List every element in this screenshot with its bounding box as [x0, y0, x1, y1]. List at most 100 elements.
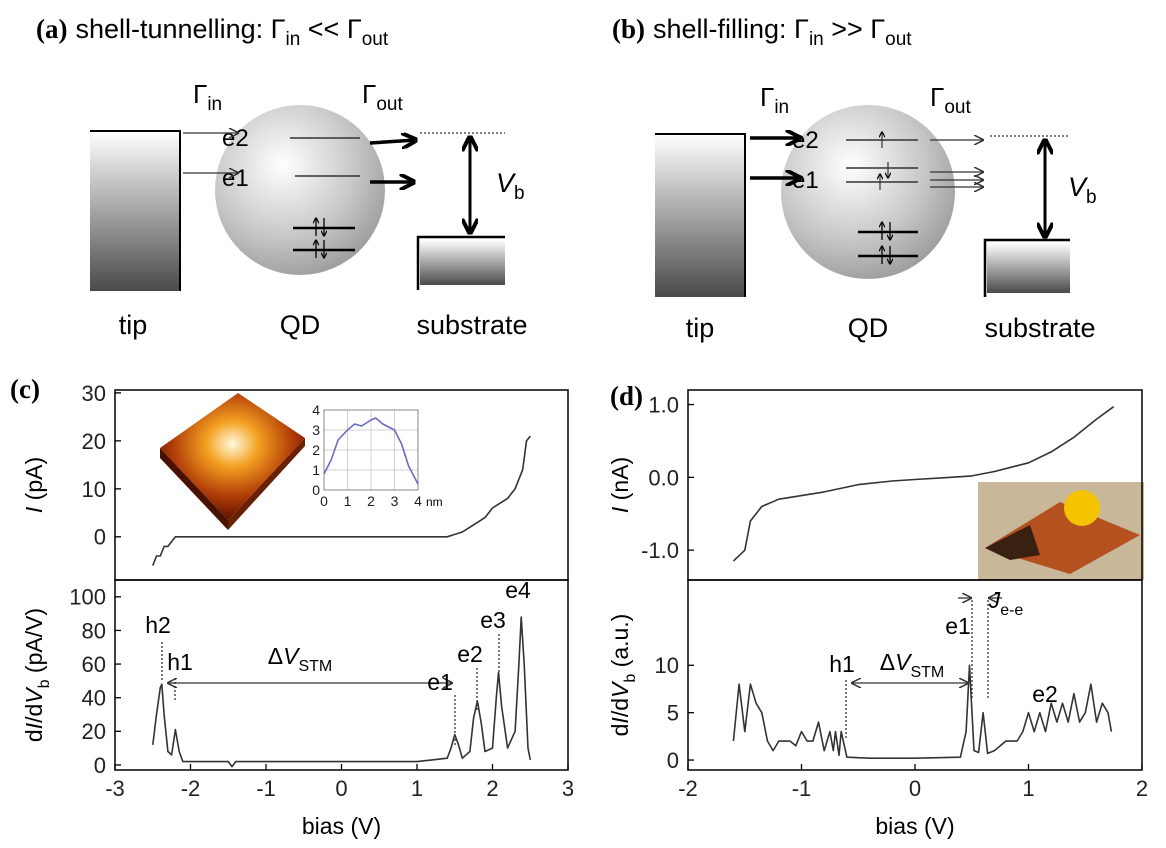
text-part: STM — [298, 658, 332, 675]
y-tick-label: 10 — [82, 477, 106, 502]
substrate — [420, 240, 505, 285]
spins — [882, 222, 890, 264]
y-tick-label: 0 — [312, 482, 320, 498]
annotation: e4 — [505, 577, 531, 603]
y-tick-label: 3 — [312, 422, 320, 438]
y-tick-label: 60 — [82, 652, 106, 677]
arrow — [369, 140, 416, 143]
y-tick-label: 0.0 — [648, 465, 679, 490]
y-tick-label: 0 — [667, 748, 679, 773]
text-part: in — [285, 29, 300, 50]
annotation: h1 — [829, 651, 855, 677]
text-part: b — [1086, 187, 1097, 208]
text-part: (pA) — [21, 457, 47, 507]
substrate-label: substrate — [984, 313, 1095, 343]
spins — [880, 132, 888, 190]
x-tick-label: 2 — [1136, 776, 1148, 801]
x-axis-label: bias (V) — [875, 813, 954, 839]
tip — [90, 131, 180, 291]
panel-label: (a) — [36, 14, 67, 44]
text-part: h1 — [167, 649, 193, 675]
y-axis-label: dI/dVb (pA/V) — [21, 608, 53, 742]
gamma-in: Γin — [193, 79, 222, 115]
text-part: shell-filling: Γ — [653, 14, 809, 44]
gamma-out: Γout — [362, 79, 403, 115]
x-tick-label: -2 — [678, 776, 698, 801]
y-tick-label: 0 — [94, 525, 106, 550]
y-tick-label: 40 — [82, 686, 106, 711]
x-tick-label: 2 — [486, 776, 498, 801]
y-tick-label: 100 — [69, 585, 106, 610]
topo-side — [228, 438, 305, 530]
x-tick-label: 1 — [344, 493, 352, 509]
text-part: V — [496, 168, 517, 198]
panel-label: (c) — [10, 374, 40, 404]
quantum-dot — [781, 105, 955, 279]
annotation: ΔVSTM — [880, 649, 945, 681]
substrate-edge — [416, 235, 505, 290]
y-axis-label: dI/dVb (a.u.) — [607, 614, 639, 737]
text-part: b — [514, 183, 525, 204]
y-tick-label: 1 — [312, 462, 320, 478]
level-label: e1 — [222, 165, 249, 192]
topo-surface — [160, 393, 305, 520]
text-part: Γ — [193, 79, 207, 109]
text-part: h2 — [145, 612, 171, 638]
y-tick-label: 0 — [94, 753, 106, 778]
text-part: e1 — [945, 613, 971, 639]
substrate-edge — [983, 238, 1070, 297]
annotation: e2 — [1032, 681, 1058, 707]
text-part: Γ — [760, 82, 774, 112]
text-part: << Γ — [300, 14, 362, 44]
x-unit: nm — [426, 495, 443, 509]
text-part: I — [21, 722, 47, 729]
annotation: e2 — [457, 641, 483, 667]
y-tick-label: 30 — [82, 381, 106, 406]
x-tick-label: -3 — [105, 776, 125, 801]
x-tick-label: 0 — [335, 776, 347, 801]
text-part: I — [21, 506, 47, 513]
x-tick-label: 3 — [562, 776, 574, 801]
text-part: in — [207, 94, 222, 115]
text-part: STM — [910, 664, 944, 681]
annotation: ΔVSTM — [268, 643, 333, 675]
x-tick-label: 0 — [320, 493, 328, 509]
vb-label: Vb — [496, 168, 525, 204]
data-line — [732, 406, 1115, 562]
spins — [316, 218, 324, 258]
text-part: Δ — [268, 643, 283, 669]
level-label: e1 — [792, 167, 819, 194]
gamma-out: Γout — [930, 82, 971, 118]
text-part: e3 — [480, 607, 506, 633]
y-tick-label: 5 — [667, 701, 679, 726]
text-part: shell-tunnelling: Γ — [75, 14, 285, 44]
data-line — [152, 616, 532, 768]
quantum-dot — [215, 105, 385, 275]
panel-label: (d) — [610, 381, 643, 411]
plot-frame — [114, 579, 569, 771]
annotation-lines — [161, 598, 1002, 745]
panel-label: (b) — [612, 14, 645, 44]
panel-title: (b) shell-filling: Γin >> Γout — [612, 14, 912, 50]
y-tick-label: 1.0 — [648, 392, 679, 417]
text-part: e2 — [457, 641, 483, 667]
x-tick-label: 3 — [391, 493, 399, 509]
text-part: out — [362, 29, 389, 50]
tip — [655, 134, 745, 297]
annotation: h1 — [167, 649, 193, 675]
text-part: d — [607, 724, 633, 737]
topo-shade — [985, 525, 1040, 560]
panel-a: (a) shell-tunnelling: Γin << Γout Γin Γou… — [36, 14, 528, 340]
x-tick-label: 1 — [411, 776, 423, 801]
text-part: I — [607, 506, 633, 513]
annotation: e1 — [427, 669, 453, 695]
y-tick-label: 20 — [82, 429, 106, 454]
annotation: e1 — [945, 613, 971, 639]
level-label: e2 — [222, 125, 249, 152]
vb-label: Vb — [1068, 172, 1097, 208]
text-part: V — [607, 680, 633, 698]
x-tick-label: -2 — [181, 776, 201, 801]
text-part: (pA/V) — [21, 608, 47, 680]
